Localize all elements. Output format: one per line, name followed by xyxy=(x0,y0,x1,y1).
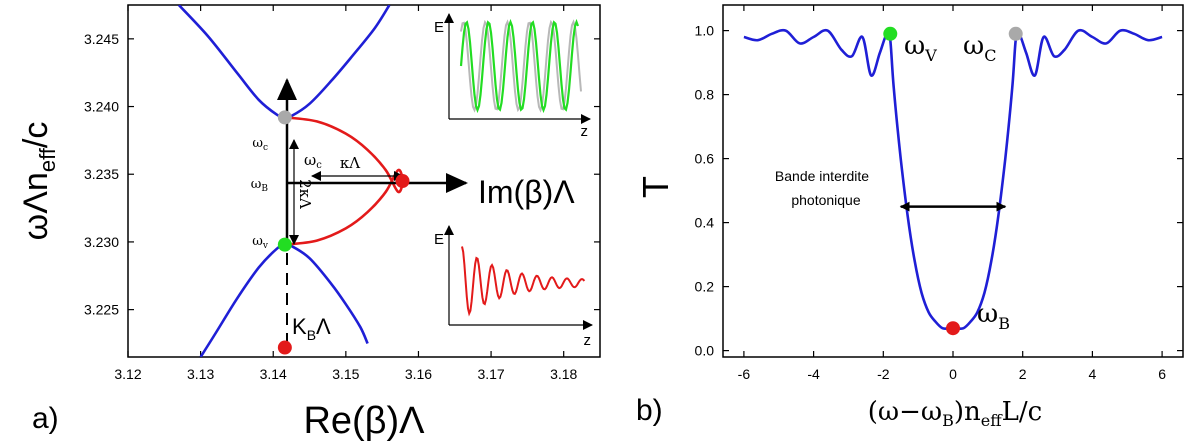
im-axis-label: Im(β)Λ xyxy=(478,174,575,210)
x-tick-label: 6 xyxy=(1158,366,1166,382)
x-tick-label: -4 xyxy=(807,366,820,382)
panel-b-point-0 xyxy=(883,26,898,41)
y-tick-label: 3.235 xyxy=(84,166,119,182)
x-tick-label: 3.17 xyxy=(477,366,504,382)
y-tick-label: 3.240 xyxy=(84,99,119,115)
y-tick-label: 1.0 xyxy=(695,23,715,39)
panel-b-ylabel: T xyxy=(635,176,676,198)
two-kappa-label: 2κΛ xyxy=(296,179,314,209)
x-tick-label: 3.14 xyxy=(260,366,287,382)
omega-v-label: ωV xyxy=(904,31,937,65)
panel-b-xlabel: (ω−ωB)neffL/c xyxy=(868,397,1042,430)
x-tick-label: 0 xyxy=(949,366,957,382)
x-tick-label: -2 xyxy=(877,366,890,382)
x-tick-label: -6 xyxy=(738,366,751,382)
y-tick-label: 0.0 xyxy=(695,343,715,359)
inset-bottom-xlabel: z xyxy=(584,332,592,349)
panel-b-tag: b) xyxy=(636,394,663,427)
inset-bottom-damped-wave xyxy=(461,246,586,317)
kb-label: KBΛ xyxy=(292,314,331,343)
inset-top: E z xyxy=(434,13,591,140)
inset-bottom: E z xyxy=(434,225,593,349)
panel-a-point-1 xyxy=(277,237,292,252)
y-tick-label: 0.8 xyxy=(695,87,715,103)
panel-a-ylabel: ωΛneff/c xyxy=(17,122,60,241)
y-tick-label: 0.6 xyxy=(695,151,715,167)
inset-top-gray-wave xyxy=(460,19,582,113)
panel-a-point-0 xyxy=(277,110,292,125)
x-tick-label: 2 xyxy=(1019,366,1027,382)
y-tick-label: 3.225 xyxy=(84,302,119,318)
y-tick-label: 3.245 xyxy=(84,31,119,47)
panel-b: -6 -4 -2 0 2 4 6 0.0 0.2 0.4 0.6 0.8 1.0 Bande inter… xyxy=(635,4,1184,430)
omega-c-left-label: ωc xyxy=(252,136,268,153)
panel-b-points xyxy=(883,26,1023,336)
inset-top-green-wave xyxy=(459,18,580,114)
omega-v-left-label: ωv xyxy=(252,234,269,251)
omega-b-label: ωB xyxy=(977,299,1010,333)
x-tick-label: 4 xyxy=(1088,366,1096,382)
y-tick-label: 0.4 xyxy=(695,215,715,231)
x-tick-label: 3.15 xyxy=(332,366,359,382)
panel-b-point-1 xyxy=(1008,26,1023,41)
x-tick-label: 3.18 xyxy=(550,366,577,382)
panel-a-frame xyxy=(127,4,601,358)
panel-b-point-2 xyxy=(946,321,960,336)
panel-a-ticks: 3.12 3.13 3.14 3.15 3.16 3.17 3.18 3.225 3.230 3.… xyxy=(84,5,600,382)
panel-a: 3.12 3.13 3.14 3.15 3.16 3.17 3.18 3.225 3.230 3.… xyxy=(17,4,601,442)
inset-top-ylabel: E xyxy=(434,19,444,36)
panel-a-point-2 xyxy=(395,174,410,188)
x-tick-label: 3.13 xyxy=(187,366,214,382)
x-tick-label: 3.12 xyxy=(114,366,141,382)
band-gap-label-line2: photonique xyxy=(791,192,861,208)
y-tick-label: 3.230 xyxy=(84,234,119,250)
y-tick-label: 0.2 xyxy=(695,279,715,295)
kappa-label: κΛ xyxy=(340,154,360,172)
omega-b-left-label: ωB xyxy=(251,177,269,194)
omega-c-label: ωC xyxy=(963,31,996,65)
panel-a-tag: a) xyxy=(32,402,59,435)
panel-a-xlabel: Re(β)Λ xyxy=(303,400,425,442)
band-gap-label-line1: Bande interdite xyxy=(775,168,869,184)
panel-a-series-1 xyxy=(199,242,369,357)
inset-bottom-ylabel: E xyxy=(434,231,444,248)
omega-c-inner-label: ωc xyxy=(304,151,322,171)
x-tick-label: 3.16 xyxy=(405,366,432,382)
panel-a-points xyxy=(277,110,410,355)
panel-a-curves xyxy=(177,5,404,357)
panel-a-series-0 xyxy=(177,5,391,119)
inset-top-xlabel: z xyxy=(581,123,589,140)
panel-b-ticks: -6 -4 -2 0 2 4 6 0.0 0.2 0.4 0.6 0.8 1.0 xyxy=(695,5,1183,382)
panel-a-point-3 xyxy=(277,340,292,355)
